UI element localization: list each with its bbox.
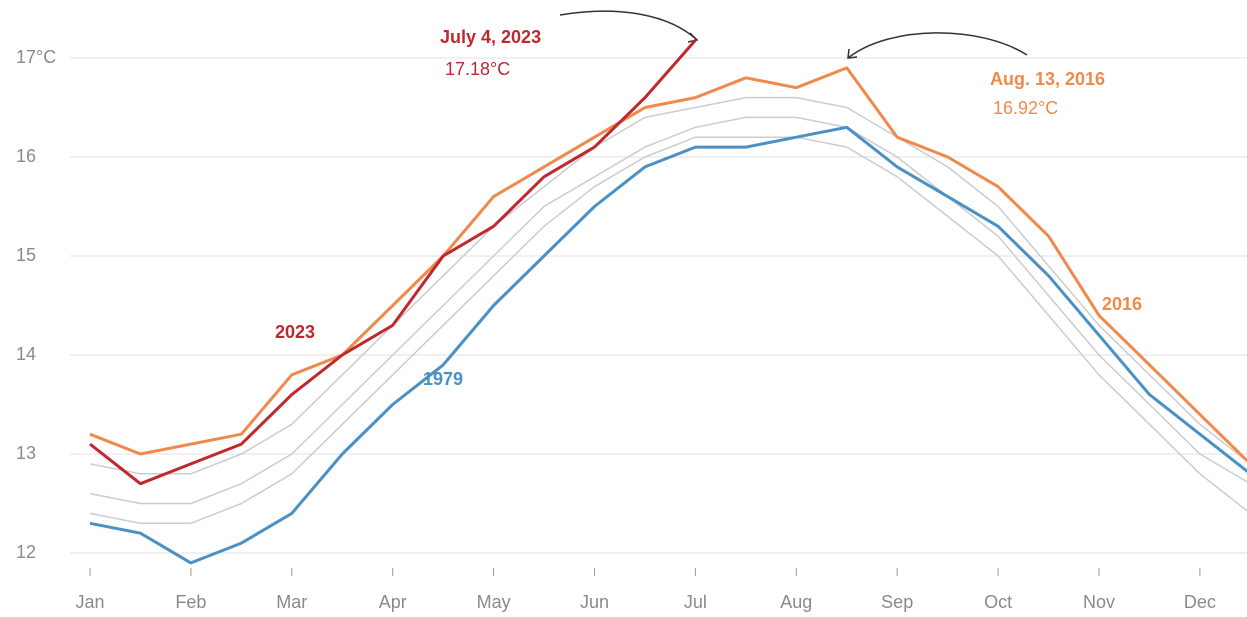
x-tick-label: Jan	[75, 592, 104, 612]
x-tick-label: Sep	[881, 592, 913, 612]
annotation: July 4, 2023	[440, 27, 541, 47]
x-tick-label: Jul	[684, 592, 707, 612]
annotation: 16.92°C	[993, 98, 1058, 118]
y-tick-label: 14	[16, 344, 36, 364]
series-label: 2016	[1102, 294, 1142, 314]
x-tick-label: Apr	[379, 592, 407, 612]
series-line	[90, 40, 695, 484]
annotation: 17.18°C	[445, 59, 510, 79]
x-tick-label: Oct	[984, 592, 1012, 612]
x-tick-label: May	[477, 592, 511, 612]
x-tick-label: Jun	[580, 592, 609, 612]
x-tick-label: Dec	[1184, 592, 1216, 612]
y-tick-label: 13	[16, 443, 36, 463]
chart: July 4, 2023 17.18°C Aug. 13, 2016 16.92…	[0, 0, 1247, 617]
series-label: 1979	[423, 369, 463, 389]
x-tick-label: Nov	[1083, 592, 1115, 612]
series-line	[90, 137, 1247, 523]
x-tick-label: Mar	[276, 592, 307, 612]
x-tick-label: Aug	[780, 592, 812, 612]
series-line	[90, 98, 1247, 474]
series-line	[90, 117, 1247, 503]
series-line	[90, 68, 1247, 464]
arrow	[560, 11, 697, 40]
y-tick-label: 16	[16, 146, 36, 166]
arrow	[848, 33, 1027, 58]
series-label: 2023	[275, 322, 315, 342]
y-tick-label: 12	[16, 542, 36, 562]
y-tick-label: 15	[16, 245, 36, 265]
x-tick-label: Feb	[175, 592, 206, 612]
y-tick-label: 17°C	[16, 47, 56, 67]
annotation: Aug. 13, 2016	[990, 69, 1105, 89]
